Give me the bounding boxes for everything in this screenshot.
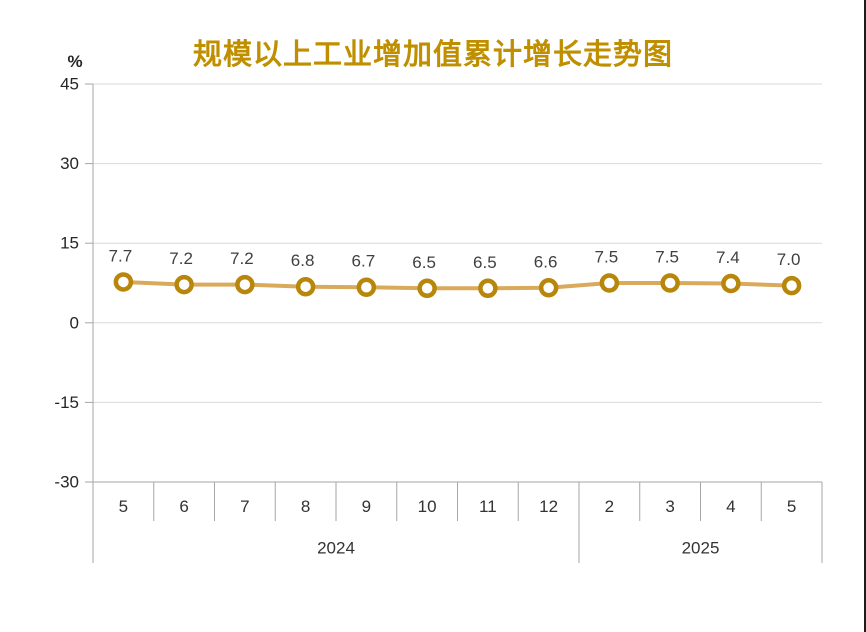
month-label: 2 [605,497,614,516]
data-point-label: 6.7 [352,252,376,271]
window-border-right [864,0,866,632]
data-point-marker [599,273,620,293]
y-axis-tick-label: 45 [60,74,79,93]
data-point-label: 7.0 [777,250,801,269]
chart-title: 规模以上工业增加值累计增长走势图 [192,39,673,71]
data-point-label: 6.5 [473,253,497,272]
year-label: 2024 [317,538,355,557]
y-axis-tick-label: -30 [54,472,79,491]
month-label: 3 [665,497,674,516]
month-label: 5 [119,497,128,516]
data-point-label: 6.6 [534,252,558,271]
data-point-marker [113,272,134,292]
data-point-marker [174,274,194,295]
month-label: 6 [179,497,188,516]
data-point-label: 6.5 [412,253,436,272]
y-axis-tick-label: 0 [70,313,79,332]
data-point-label: 7.2 [230,249,254,268]
data-point-marker [417,278,437,299]
y-axis-tick-label: -15 [54,393,79,412]
y-axis-tick-label: 15 [60,234,79,253]
month-label: 4 [726,497,735,516]
month-label: 10 [418,497,437,516]
data-point-label: 7.2 [169,249,193,268]
data-point-marker [235,274,255,295]
month-label: 9 [362,497,371,516]
trend-line [123,279,792,291]
month-label: 7 [240,497,249,516]
y-axis-unit-label: % [67,52,83,71]
data-point-marker [356,277,377,297]
y-axis-tick-label: 30 [60,154,79,173]
data-point-marker [538,278,559,298]
data-point-marker [478,278,498,299]
data-point-label: 6.8 [291,251,315,270]
month-label: 12 [539,497,558,516]
year-label: 2025 [682,538,720,557]
data-point-label: 7.5 [655,247,679,266]
month-label: 11 [479,497,497,516]
data-point-label: 7.5 [595,247,619,266]
data-point-label: 7.4 [716,248,740,267]
month-label: 8 [301,497,310,516]
data-point-marker [295,276,316,297]
data-point-marker [660,273,680,293]
data-point-marker [781,275,802,296]
data-point-marker [721,273,741,294]
data-point-label: 7.7 [109,246,133,265]
month-label: 5 [787,497,796,516]
